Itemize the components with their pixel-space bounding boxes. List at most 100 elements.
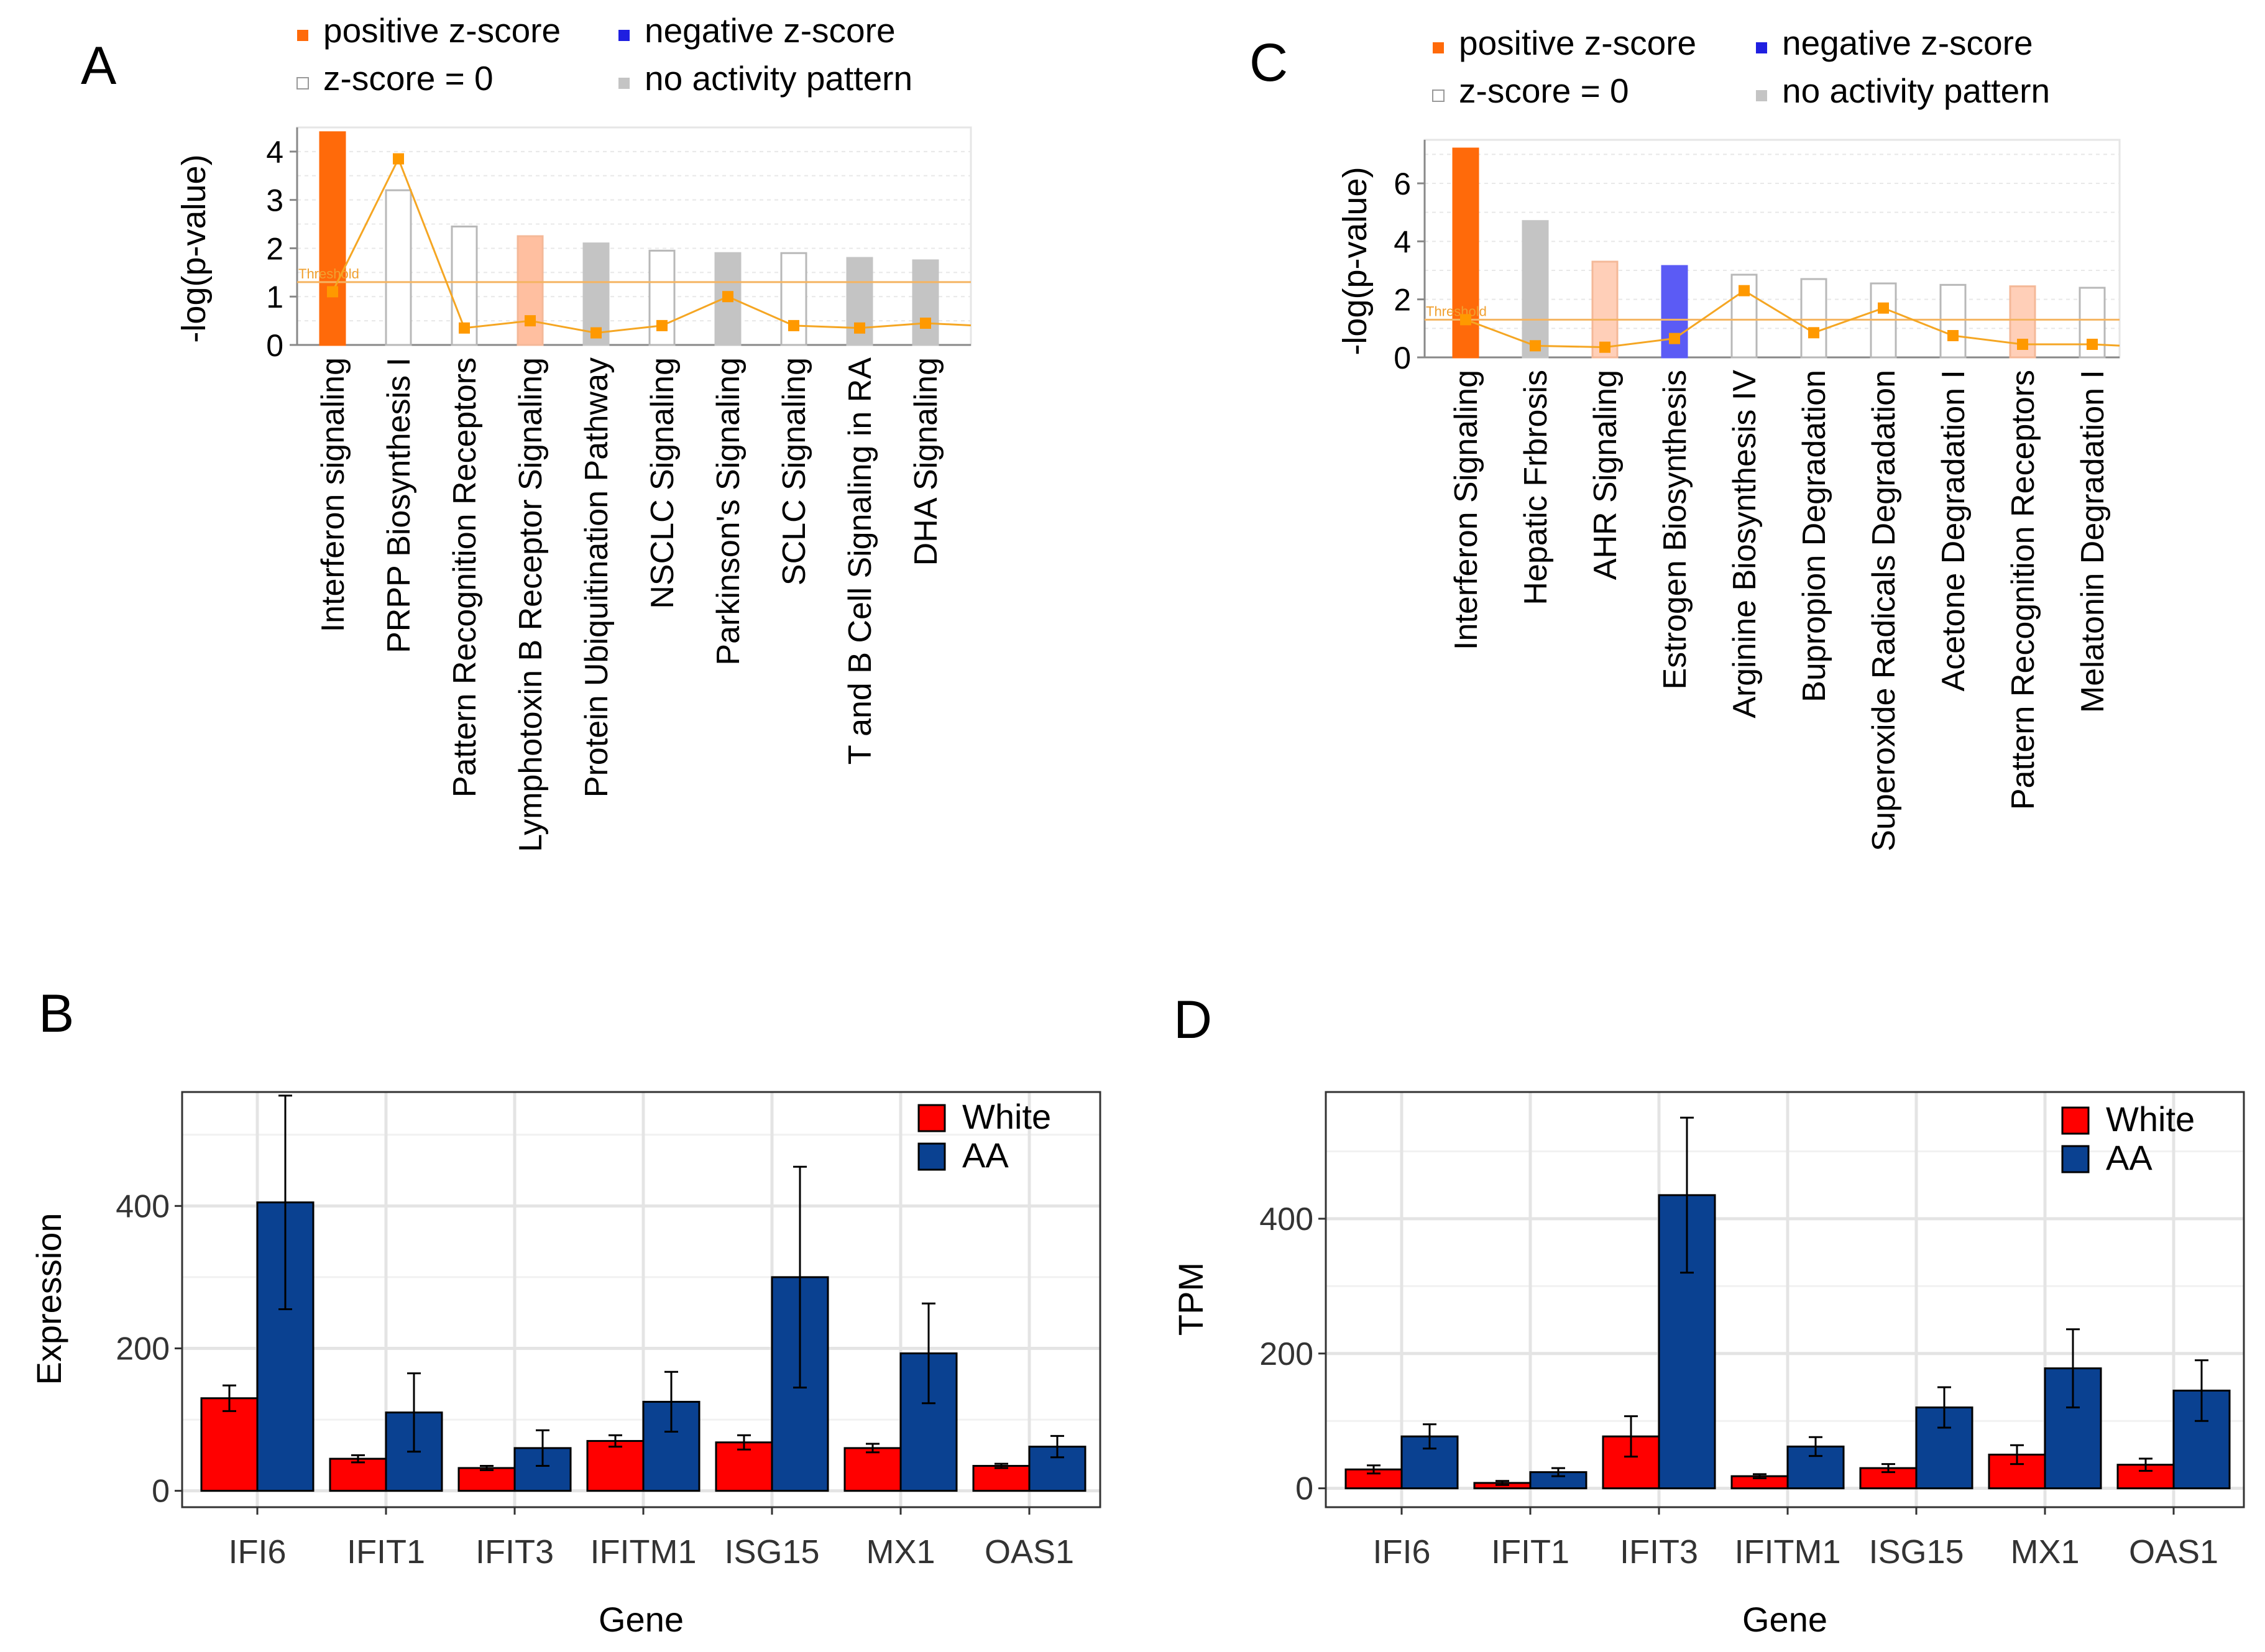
ratio-marker [1947,330,1959,341]
y-tick-label: 400 [1259,1201,1313,1237]
y-tick-label: 400 [116,1188,170,1224]
ratio-marker [1878,302,1889,314]
y-axis-title: TPM [1171,1262,1210,1336]
bar-white [715,1441,773,1492]
bar [1730,273,1758,359]
x-category-label: PRPP Biosynthesis I [381,357,417,653]
ratio-marker [525,315,536,327]
x-category-label: IFIT1 [1491,1533,1569,1571]
x-category-label: Superoxide Radicals Degradation [1866,370,1902,851]
y-tick-label: 0 [1394,341,1411,375]
y-tick-label: 200 [1259,1336,1313,1372]
x-category-label: Lymphotoxin B Receptor Signaling [513,357,549,852]
x-category-label: IFIT3 [476,1533,554,1571]
ratio-marker [1808,327,1819,339]
bar [780,252,807,346]
x-category-label: Pattern Recognition Receptors [447,357,483,797]
ratio-marker [656,319,668,331]
y-tick-label: 4 [1394,224,1411,259]
x-category-label: T and B Cell Signaling in RA [842,357,878,764]
legend-label-none: no activity pattern [645,59,912,98]
x-category-label: Arginine Biosynthesis IV [1727,370,1763,718]
legend-label-zero: z-score = 0 [323,59,494,98]
x-category-label: Interferon Signaling [1448,370,1484,650]
y-tick-label: 4 [266,135,283,170]
ratio-marker [2087,339,2098,350]
ratio-marker [920,318,931,329]
x-axis-title: Gene [1742,1600,1827,1639]
ratio-marker [1669,333,1680,344]
x-category-label: MX1 [2010,1533,2079,1571]
x-category-label: Hepatic Frbrosis [1518,370,1554,605]
x-category-label: IFI6 [228,1533,286,1571]
chart-panel-c: 0 2 4 6 -log(p-value) Threshold Interferon Sig… [1336,24,2121,851]
ratio-marker [459,322,470,334]
legend-label-positive: positive z-score [1459,24,1696,62]
y-tick-label: 2 [266,231,283,266]
legend-label-negative: negative z-score [1782,24,2033,62]
y-axis-title: Expression [29,1213,68,1385]
legend-label-aa: AA [962,1136,1009,1175]
x-category-label: MX1 [866,1533,935,1571]
y-tick-label: 2 [1394,283,1411,318]
bar-aa [513,1447,572,1492]
legend-label-negative: negative z-score [645,11,896,50]
x-category-label: OAS1 [985,1533,1074,1571]
legend-swatch-none [1756,90,1767,101]
y-tick-label: 3 [266,183,283,218]
ratio-marker [788,319,799,331]
legend-swatch-none [618,78,630,89]
bar-white [457,1467,516,1492]
ratio-marker [590,327,602,339]
legend-label-positive: positive z-score [323,11,561,50]
x-category-label: Estrogen Biosynthesis [1657,370,1693,690]
bar-white [843,1447,902,1492]
bar [912,259,939,346]
bar [1800,278,1827,359]
y-tick-label: 1 [266,280,283,314]
x-category-label: Pattern Recognition Receptors [2005,370,2041,810]
ratio-marker [1460,314,1471,326]
panel-label-b: B [39,984,74,1044]
threshold-label: Threshold [298,266,359,282]
bar [385,189,412,346]
x-category-label: Interferon signaling [315,357,351,632]
legend-swatch-negative [618,30,630,41]
bar-white [329,1457,387,1492]
legend-swatch-white [2061,1106,2090,1135]
x-category-label: IFITM1 [590,1533,697,1571]
y-axis-title: -log(p-value) [175,154,213,342]
legend-swatch-zero [1432,89,1445,102]
ratio-marker [1739,285,1750,296]
plot-border [1325,1091,2245,1508]
x-category-label: AHR Signaling [1587,370,1624,580]
x-category-label: IFIT3 [1620,1533,1698,1571]
bar-white [200,1397,259,1492]
chart-panel-a: 0 1 2 3 4 -log(p-value) Threshold Interferon si… [175,11,972,852]
bar [1452,147,1479,359]
legend-label-white: White [2106,1099,2195,1139]
bar [1591,260,1619,359]
ratio-marker [2017,339,2028,350]
x-category-label: ISG15 [724,1533,819,1571]
y-tick-label: 200 [116,1331,170,1367]
y-tick-label: 6 [1394,167,1411,201]
x-category-label: OAS1 [2129,1533,2218,1571]
x-category-label: Parkinson's Signaling [710,357,747,666]
panel-label-a: A [81,36,117,96]
bar-white [972,1465,1031,1492]
ratio-marker [1530,340,1541,352]
ratio-marker [1599,341,1610,353]
x-axis-title: Gene [599,1600,684,1639]
legend-swatch-aa [2061,1145,2090,1173]
legend-label-zero: z-score = 0 [1459,71,1629,110]
y-tick-label: 0 [152,1474,170,1510]
y-tick-label: 0 [1295,1471,1313,1507]
legend-swatch-white [917,1104,946,1132]
x-category-label: Acetone Degradation I [1936,370,1972,691]
legend-label-white: White [962,1097,1051,1136]
bar [1939,283,1967,359]
legend-swatch-positive [297,30,308,41]
chart-panel-d: 0 200 400 TPM IFI6 IFIT1 IFIT3 IFITM1 ISG15 MX1 OA… [1171,1091,2245,1639]
